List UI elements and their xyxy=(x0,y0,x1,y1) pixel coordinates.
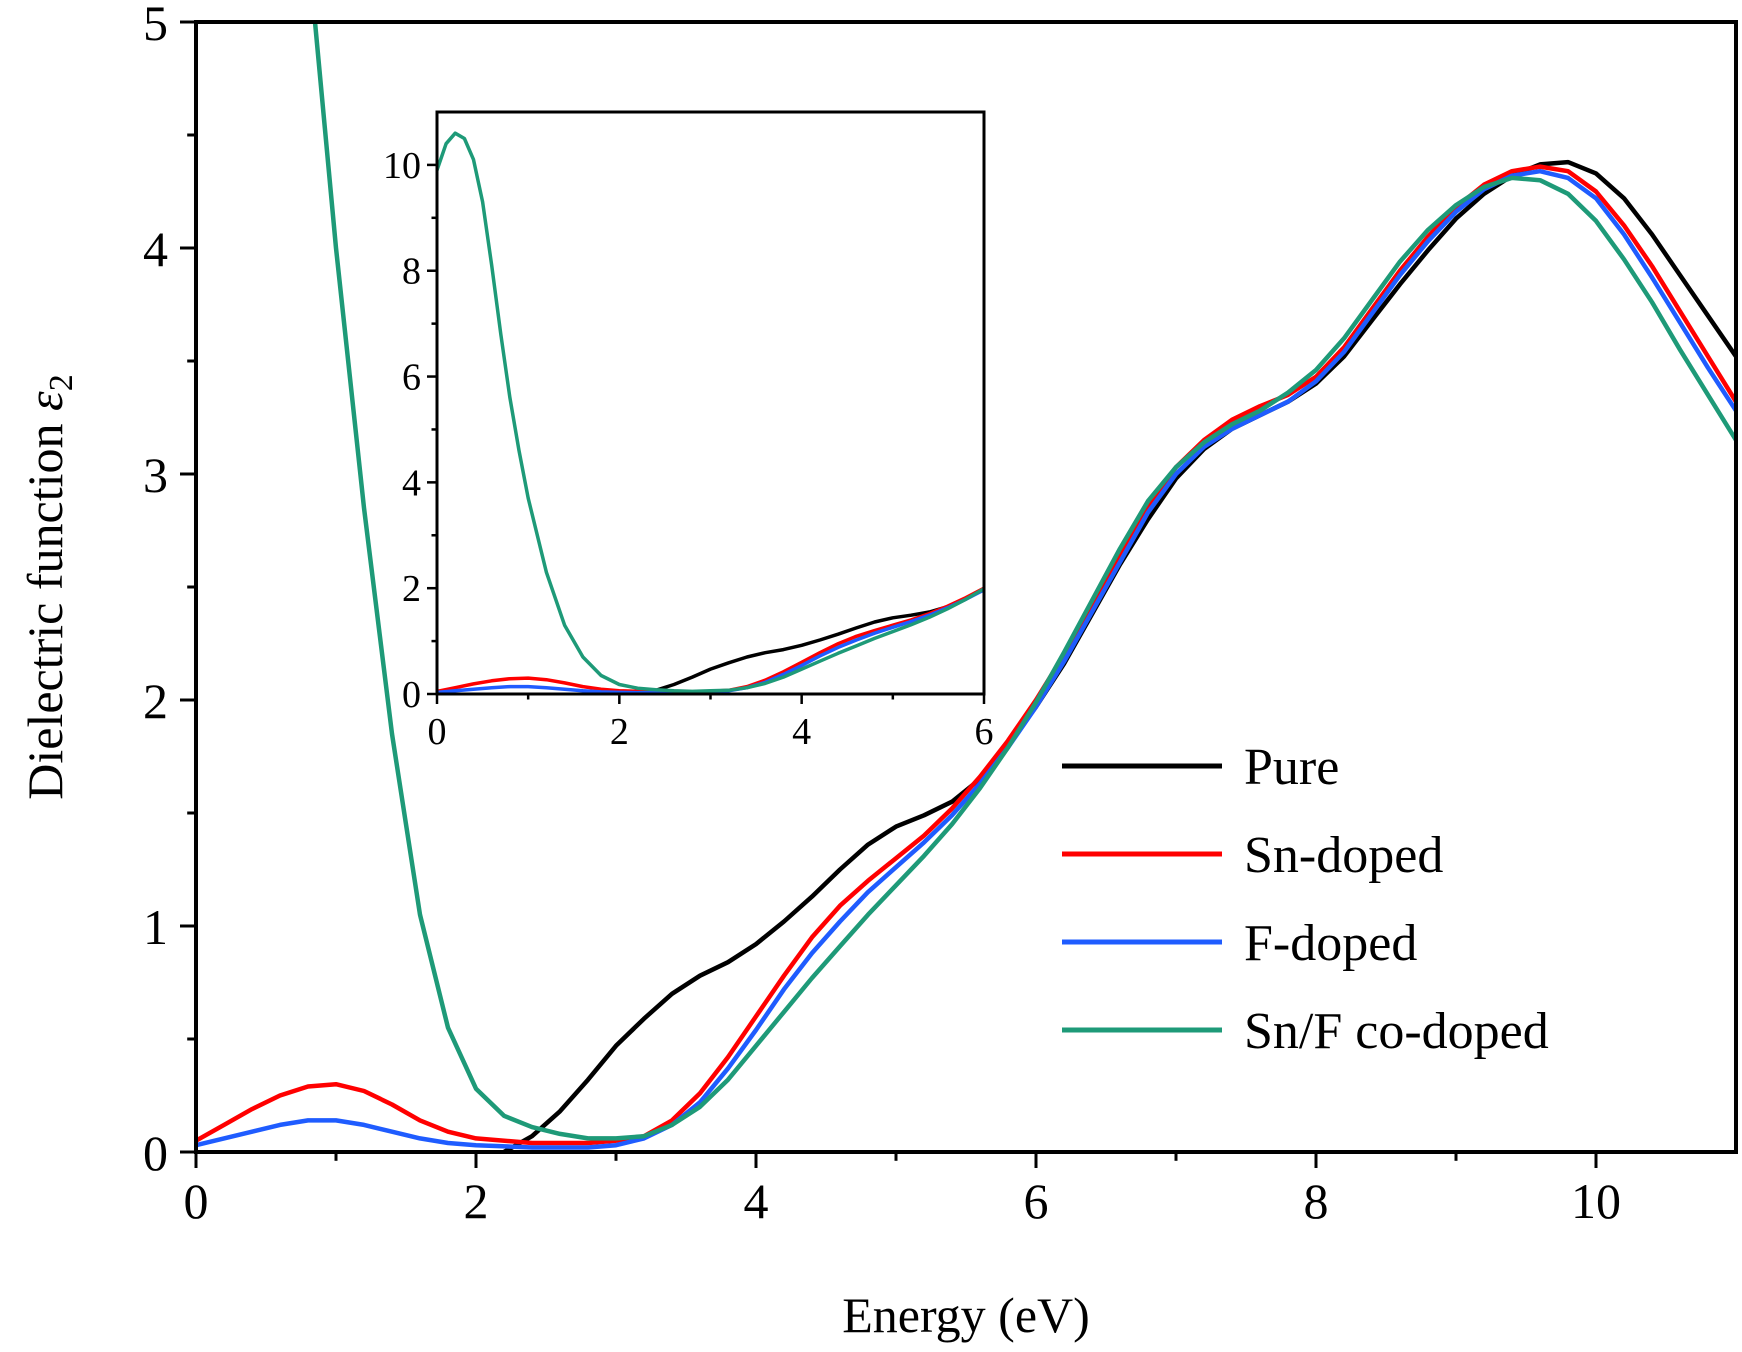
x-tick-label: 2 xyxy=(464,1173,489,1229)
series-line-sn-f-co-doped xyxy=(312,22,1736,1141)
inset-x-tick-label: 4 xyxy=(792,711,811,753)
y-tick-label: 5 xyxy=(143,0,168,51)
legend: Pure Sn-doped F-doped Sn/F co-doped xyxy=(1062,739,1549,1060)
inset-plot-axes: 0 2 4 6 0 2 4 6 8 10 xyxy=(383,145,994,753)
y-tick-label: 3 xyxy=(143,447,168,503)
y-axis-label-text: Dielectric function xyxy=(17,411,73,800)
y-tick-label: 0 xyxy=(143,1125,168,1181)
inset-background xyxy=(437,112,984,694)
inset-y-tick-label: 6 xyxy=(402,357,421,399)
y-tick-label: 4 xyxy=(143,221,168,277)
x-tick-label: 4 xyxy=(744,1173,769,1229)
legend-label-f-doped: F-doped xyxy=(1244,915,1417,972)
x-tick-label: 0 xyxy=(184,1173,209,1229)
legend-label-pure: Pure xyxy=(1244,739,1339,796)
inset-plot-lines xyxy=(437,131,984,694)
inset-y-tick-label: 8 xyxy=(402,251,421,293)
y-tick-label: 1 xyxy=(143,899,168,955)
inset-x-tick-label: 6 xyxy=(975,711,994,753)
inset-y-tick-label: 10 xyxy=(383,145,421,187)
inset-y-tick-label: 4 xyxy=(402,462,421,504)
inset-y-tick-label: 0 xyxy=(402,674,421,716)
inset-x-tick-label: 0 xyxy=(428,711,447,753)
main-plot-lines xyxy=(196,22,1736,1152)
y-axis-label-symbol: ε xyxy=(17,391,73,411)
x-axis-label: Energy (eV) xyxy=(842,1287,1090,1343)
legend-label-sn-doped: Sn-doped xyxy=(1244,827,1443,884)
x-tick-label: 6 xyxy=(1024,1173,1049,1229)
inset-y-tick-label: 2 xyxy=(402,568,421,610)
y-tick-label: 2 xyxy=(143,673,168,729)
inset-series-line-pure xyxy=(635,588,984,694)
x-tick-label: 8 xyxy=(1304,1173,1329,1229)
inset-series-line-sn-f-co-doped xyxy=(437,131,984,694)
series-line-sn-doped xyxy=(196,164,1736,1146)
y-axis-label-subscript: 2 xyxy=(43,374,80,391)
x-tick-label: 10 xyxy=(1571,1173,1621,1229)
y-axis-label: Dielectric function ε2 xyxy=(17,374,80,799)
inset-x-tick-label: 2 xyxy=(610,711,629,753)
legend-label-sn-f-co-doped: Sn/F co-doped xyxy=(1244,1003,1549,1060)
main-plot-axes: 0 2 4 6 8 10 0 1 2 3 4 5 xyxy=(143,0,1621,1229)
